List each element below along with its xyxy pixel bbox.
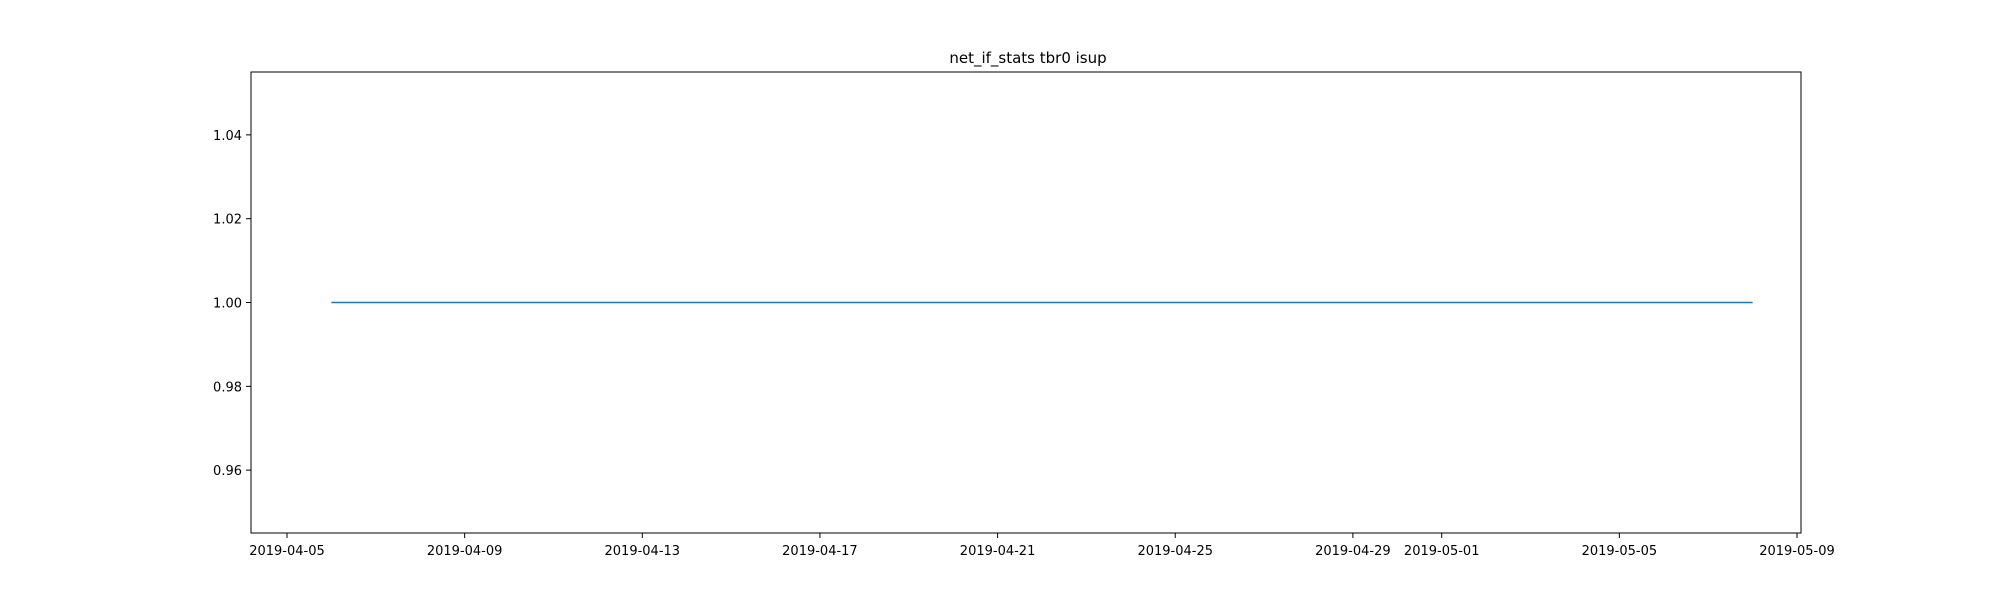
y-axis: 0.96 0.98 1.00 1.02 1.04 (213, 129, 251, 479)
x-tick-label: 2019-04-17 (782, 544, 858, 559)
x-tick-label: 2019-04-09 (427, 544, 503, 559)
x-axis: 2019-04-05 2019-04-09 2019-04-13 2019-04-17… (249, 533, 1835, 559)
x-tick-label: 2019-04-21 (960, 544, 1036, 559)
y-tick-label: 1.00 (213, 297, 242, 312)
x-tick-label: 2019-04-29 (1315, 544, 1391, 559)
y-tick-label: 1.04 (213, 129, 242, 144)
x-tick-label: 2019-04-13 (605, 544, 681, 559)
x-tick-label: 2019-05-05 (1582, 544, 1658, 559)
x-tick-label: 2019-05-01 (1404, 544, 1480, 559)
x-tick-label: 2019-05-09 (1759, 544, 1835, 559)
x-tick-label: 2019-04-05 (249, 544, 325, 559)
x-tick-label: 2019-04-25 (1137, 544, 1213, 559)
chart-title: net_if_stats tbr0 isup (949, 49, 1106, 68)
y-tick-label: 0.98 (213, 380, 242, 395)
y-tick-label: 1.02 (213, 213, 242, 228)
y-tick-label: 0.96 (213, 464, 242, 479)
